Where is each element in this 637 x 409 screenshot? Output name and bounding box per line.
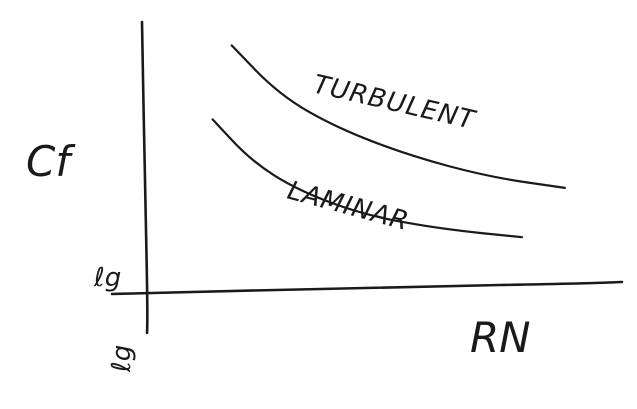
x-axis <box>110 280 624 296</box>
y-origin-label: ℓg <box>93 263 121 293</box>
y-axis <box>140 20 149 335</box>
series-label-laminar: LAMINAR <box>284 176 412 237</box>
y-axis-label: Cf <box>26 137 76 186</box>
series-line-laminar <box>211 118 524 239</box>
x-axis-label: RN <box>470 313 531 362</box>
series-line-turbulent <box>230 44 566 189</box>
x-origin-label: ℓg <box>107 345 137 373</box>
